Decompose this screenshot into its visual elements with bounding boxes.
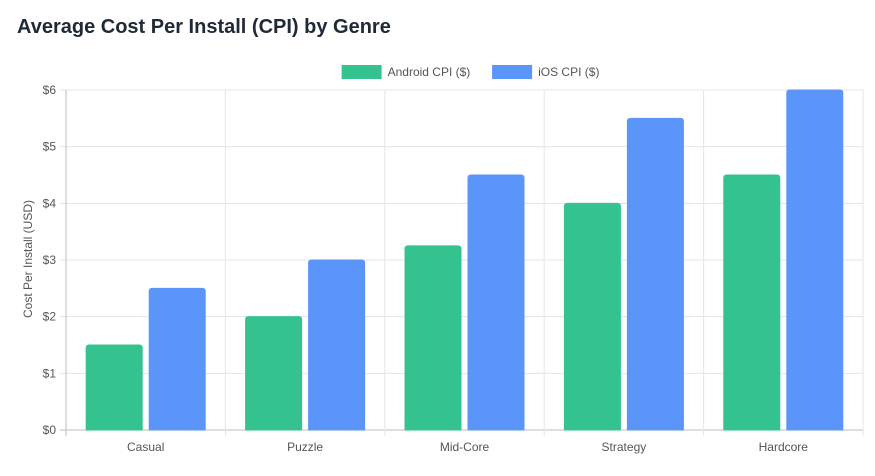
x-tick-label: Strategy (602, 440, 647, 454)
y-tick-label: $5 (43, 140, 57, 154)
legend-label: iOS CPI ($) (538, 65, 599, 79)
legend-swatch (341, 65, 382, 79)
bar-ios-hardcore[interactable] (786, 89, 844, 431)
bar-ios-mid-core[interactable] (467, 174, 525, 431)
bar-ios-puzzle[interactable] (308, 259, 366, 431)
legend-label: Android CPI ($) (388, 65, 471, 79)
legend-swatch (492, 65, 533, 79)
x-tick-label: Puzzle (287, 440, 323, 454)
legend-item-android[interactable]: Android CPI ($) (341, 65, 471, 79)
legend[interactable]: Android CPI ($) iOS CPI ($) (341, 65, 600, 79)
y-tick-label: $4 (43, 196, 57, 210)
chart-title: Average Cost Per Install (CPI) by Genre (17, 16, 391, 38)
y-tick-label: $6 (43, 83, 57, 97)
bar-android-puzzle[interactable] (245, 316, 303, 431)
y-axis-title: Cost Per Install (USD) (21, 200, 35, 318)
bar-android-mid-core[interactable] (404, 245, 462, 431)
x-tick-label: Casual (127, 440, 164, 454)
bar-android-hardcore[interactable] (723, 174, 781, 431)
x-tick-label: Hardcore (759, 440, 809, 454)
bar-android-casual[interactable] (85, 344, 143, 431)
bar-ios-casual[interactable] (148, 287, 206, 431)
axes: $0 $1 $2 $3 $4 $5 $6 Casual Puzzle Mid-Core Strate… (43, 83, 809, 454)
bar-ios-strategy[interactable] (626, 117, 684, 431)
y-tick-label: $1 (43, 366, 57, 380)
y-tick-label: $0 (43, 423, 57, 437)
legend-item-ios[interactable]: iOS CPI ($) (492, 65, 599, 79)
bars (85, 89, 844, 431)
y-tick-label: $3 (43, 253, 57, 267)
bar-android-strategy[interactable] (563, 202, 621, 431)
x-tick-label: Mid-Core (440, 440, 490, 454)
y-tick-label: $2 (43, 310, 57, 324)
